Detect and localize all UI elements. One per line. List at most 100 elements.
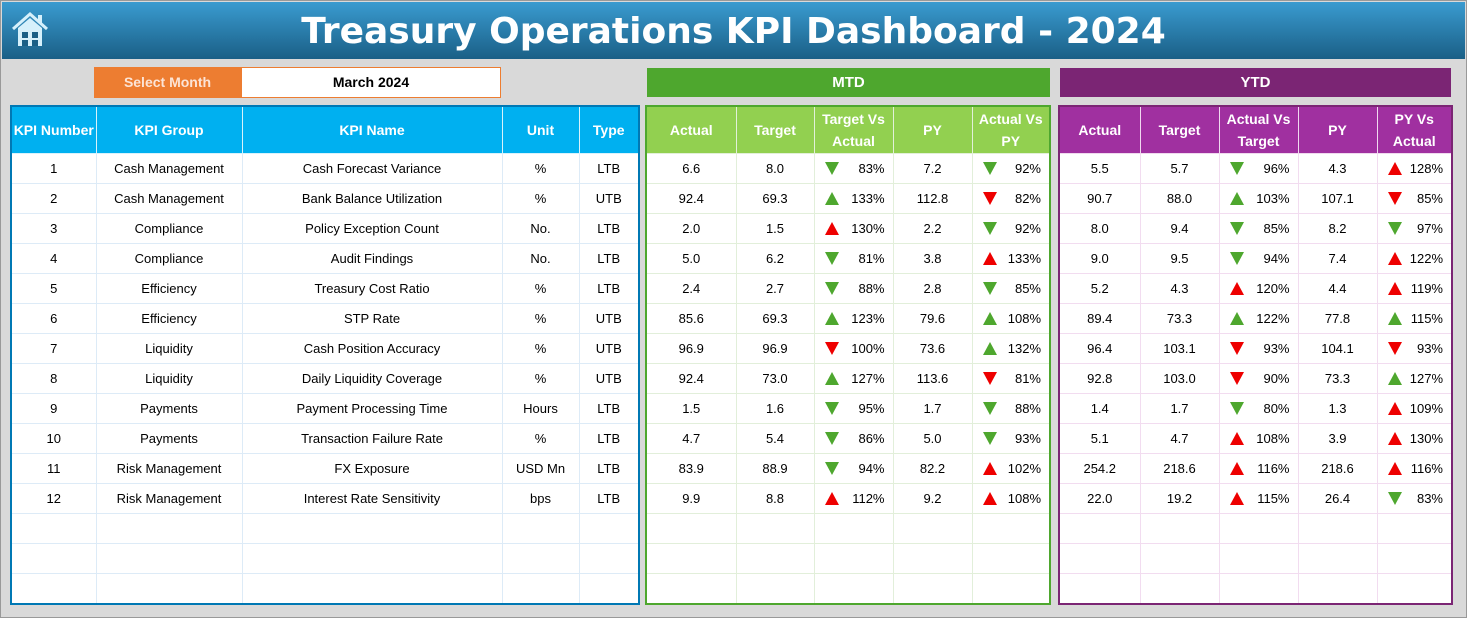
column-header: KPI Name (241, 105, 503, 154)
percent-value: 96% (1263, 161, 1290, 176)
triangle-down-icon (982, 402, 997, 415)
status-cell: 133% (971, 243, 1051, 274)
cell-value: 96.4 (1058, 333, 1141, 364)
triangle-down-icon (824, 342, 839, 355)
cell-value: Payments (95, 393, 243, 424)
cell-value: Audit Findings (241, 243, 503, 274)
cell-value: 4.4 (1297, 273, 1378, 304)
cell-value: 26.4 (1297, 483, 1378, 514)
cell-value: 22.0 (1058, 483, 1141, 514)
triangle-up-icon (824, 372, 839, 385)
empty-cell (241, 543, 503, 574)
status-cell: 128% (1376, 153, 1453, 184)
column-header: Type (578, 105, 640, 154)
status-cell: 122% (1218, 303, 1299, 334)
triangle-down-icon (824, 282, 839, 295)
select-month-label: Select Month (94, 67, 241, 98)
table-row: 8 Liquidity Daily Liquidity Coverage% UTB (10, 363, 640, 394)
cell-value: 103.1 (1139, 333, 1220, 364)
status-cell: 85% (1218, 213, 1299, 244)
status-cell: 116% (1218, 453, 1299, 484)
column-header: KPI Group (95, 105, 243, 154)
cell-value: 2 (10, 183, 97, 214)
table-row: 92.4 69.3 133% 112.8 82% (645, 183, 1051, 214)
status-cell: 92% (971, 213, 1051, 244)
percent-value: 92% (1014, 161, 1041, 176)
cell-value: 69.3 (735, 303, 815, 334)
status-cell: 130% (1376, 423, 1453, 454)
month-selector[interactable]: March 2024 (241, 67, 501, 98)
percent-value: 102% (1007, 461, 1041, 476)
cell-value: 96.9 (735, 333, 815, 364)
triangle-up-icon (824, 222, 839, 235)
triangle-down-icon (1229, 162, 1244, 175)
percent-value: 100% (851, 341, 885, 356)
table-row: 4 Compliance Audit Findings No. LTB (10, 243, 640, 274)
empty-cell (813, 513, 894, 544)
table-row: 92.4 73.0 127% 113.6 81% (645, 363, 1051, 394)
cell-value: 8.8 (735, 483, 815, 514)
cell-value: 96.9 (645, 333, 737, 364)
cell-value: 90.7 (1058, 183, 1141, 214)
table-row: 12 Risk Management Interest Rate Sensitivi… (10, 483, 640, 514)
cell-value: LTB (578, 483, 640, 514)
cell-value: 4.3 (1139, 273, 1220, 304)
empty-cell (1376, 543, 1453, 574)
cell-value: 19.2 (1139, 483, 1220, 514)
cell-value: 5.1 (1058, 423, 1141, 454)
empty-cell (1297, 543, 1378, 574)
triangle-up-icon (1229, 192, 1244, 205)
triangle-down-icon (982, 222, 997, 235)
empty-cell (578, 513, 640, 544)
empty-cell (578, 543, 640, 574)
table-row: 2.0 1.5 130% 2.2 92% (645, 213, 1051, 244)
empty-cell (10, 513, 97, 544)
status-cell: 95% (813, 393, 894, 424)
percent-value: 133% (1007, 251, 1041, 266)
triangle-down-icon (824, 432, 839, 445)
cell-value: 112.8 (892, 183, 973, 214)
empty-cell (241, 513, 503, 544)
table-row: 3 Compliance Policy Exception Count No. LTB (10, 213, 640, 244)
cell-value: 2.4 (645, 273, 737, 304)
cell-value: 88.9 (735, 453, 815, 484)
triangle-down-icon (824, 462, 839, 475)
percent-value: 80% (1263, 401, 1290, 416)
empty-cell (501, 543, 580, 574)
empty-cell (95, 543, 243, 574)
empty-cell (95, 573, 243, 605)
cell-value: 7.2 (892, 153, 973, 184)
page-title: Treasury Operations KPI Dashboard - 2024 (301, 11, 1166, 52)
home-icon[interactable] (10, 10, 50, 50)
kpi-info-table: KPI Number KPI Group KPI Name Unit Type 1 Cash… (10, 105, 640, 605)
percent-value: 86% (858, 431, 885, 446)
triangle-down-icon (1229, 342, 1244, 355)
percent-value: 116% (1410, 461, 1443, 476)
cell-value: Policy Exception Count (241, 213, 503, 244)
table-row: 9.9 8.8 112% 9.2 108% (645, 483, 1051, 514)
cell-value: 9.4 (1139, 213, 1220, 244)
percent-value: 103% (1256, 191, 1290, 206)
cell-value: 6.6 (645, 153, 737, 184)
triangle-up-icon (982, 252, 997, 265)
empty-cell (1376, 573, 1453, 605)
percent-value: 88% (1014, 401, 1041, 416)
status-cell: 115% (1376, 303, 1453, 334)
cell-value: 4.7 (645, 423, 737, 454)
cell-value: % (501, 423, 580, 454)
percent-value: 90% (1263, 371, 1290, 386)
percent-value: 130% (851, 221, 885, 236)
percent-value: 94% (858, 461, 885, 476)
table-row (10, 543, 640, 574)
cell-value: Payments (95, 423, 243, 454)
empty-cell (971, 573, 1051, 605)
cell-value: 5.0 (892, 423, 973, 454)
cell-value: 5.0 (645, 243, 737, 274)
triangle-up-icon (1387, 252, 1402, 265)
cell-value: 73.3 (1139, 303, 1220, 334)
status-cell: 133% (813, 183, 894, 214)
cell-value: 7 (10, 333, 97, 364)
status-cell: 100% (813, 333, 894, 364)
cell-value: Bank Balance Utilization (241, 183, 503, 214)
ytd-section-header: YTD (1060, 68, 1451, 97)
